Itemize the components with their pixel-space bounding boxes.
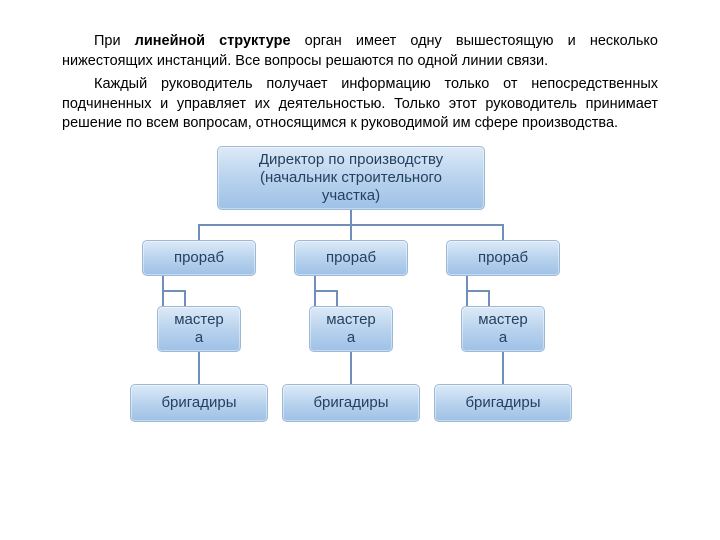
connector: [502, 352, 504, 384]
p1-bold: линейной структуре: [135, 33, 291, 49]
node-label: прораб: [326, 249, 376, 267]
connector: [502, 224, 504, 240]
connector: [198, 224, 200, 240]
connector: [314, 290, 338, 292]
node-label: (начальник строительного: [259, 169, 443, 187]
node-label: прораб: [174, 249, 224, 267]
node-label: а: [326, 329, 376, 347]
node-brigade-3: бригадиры: [434, 384, 572, 422]
connector: [466, 290, 490, 292]
node-prorab-2: прораб: [294, 240, 408, 276]
connector: [488, 290, 490, 306]
org-chart: Директор по производству (начальник стро…: [62, 146, 658, 476]
node-prorab-3: прораб: [446, 240, 560, 276]
paragraph-2: Каждый руководитель получает информацию …: [62, 75, 658, 134]
p2-text: Каждый руководитель получает информацию …: [62, 76, 658, 131]
node-master-3: мастера: [461, 306, 545, 352]
node-label: мастер: [326, 311, 376, 329]
node-director: Директор по производству (начальник стро…: [217, 146, 485, 210]
node-label: бригадиры: [161, 394, 236, 412]
node-master-2: мастера: [309, 306, 393, 352]
node-brigade-2: бригадиры: [282, 384, 420, 422]
node-label: бригадиры: [465, 394, 540, 412]
connector: [350, 210, 352, 224]
connector: [350, 224, 352, 240]
connector: [184, 290, 186, 306]
node-label: а: [174, 329, 224, 347]
node-label: мастер: [174, 311, 224, 329]
node-label: прораб: [478, 249, 528, 267]
node-label: участка): [259, 187, 443, 205]
connector: [198, 352, 200, 384]
node-label: бригадиры: [313, 394, 388, 412]
node-label: мастер: [478, 311, 528, 329]
node-label: Директор по производству: [259, 151, 443, 169]
connector: [336, 290, 338, 306]
paragraph-1: При линейной структуре орган имеет одну …: [62, 32, 658, 71]
p1-prefix: При: [94, 33, 135, 49]
connector: [162, 290, 186, 292]
connector: [350, 352, 352, 384]
node-brigade-1: бригадиры: [130, 384, 268, 422]
node-prorab-1: прораб: [142, 240, 256, 276]
node-master-1: мастера: [157, 306, 241, 352]
node-label: а: [478, 329, 528, 347]
